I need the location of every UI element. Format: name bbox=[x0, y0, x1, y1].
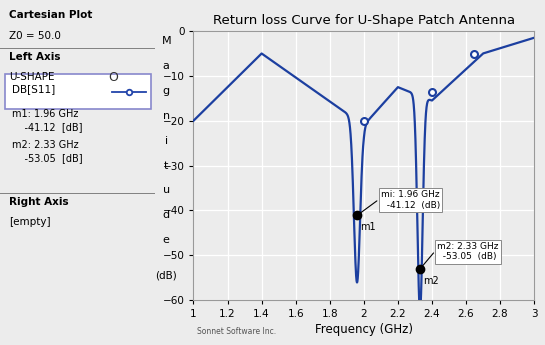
Text: n: n bbox=[162, 111, 170, 121]
Text: u: u bbox=[162, 186, 170, 195]
Text: t: t bbox=[164, 161, 168, 170]
Text: Sonnet Software Inc.: Sonnet Software Inc. bbox=[197, 327, 276, 336]
Text: m2: 2.33 GHz
  -53.05  (dB): m2: 2.33 GHz -53.05 (dB) bbox=[437, 242, 499, 261]
Text: Right Axis: Right Axis bbox=[9, 197, 69, 207]
Text: m2: m2 bbox=[423, 276, 439, 286]
Text: Left Axis: Left Axis bbox=[9, 52, 61, 62]
Text: mi: 1.96 GHz
  -41.12  (dB): mi: 1.96 GHz -41.12 (dB) bbox=[381, 190, 440, 210]
Text: d: d bbox=[162, 210, 170, 220]
Text: -41.12  [dB]: -41.12 [dB] bbox=[13, 122, 83, 132]
Text: [empty]: [empty] bbox=[9, 217, 51, 227]
Text: g: g bbox=[162, 86, 170, 96]
Text: M: M bbox=[161, 37, 171, 46]
Text: -53.05  [dB]: -53.05 [dB] bbox=[13, 154, 83, 164]
Text: U-SHAPE: U-SHAPE bbox=[9, 72, 55, 82]
Text: e: e bbox=[163, 235, 169, 245]
X-axis label: Frequency (GHz): Frequency (GHz) bbox=[315, 323, 413, 336]
Text: a: a bbox=[163, 61, 169, 71]
Text: m1: m1 bbox=[360, 222, 376, 232]
Text: m1: 1.96 GHz: m1: 1.96 GHz bbox=[13, 109, 79, 119]
FancyBboxPatch shape bbox=[5, 74, 150, 109]
Text: Cartesian Plot: Cartesian Plot bbox=[9, 10, 93, 20]
Text: m2: 2.33 GHz: m2: 2.33 GHz bbox=[13, 140, 79, 150]
Text: i: i bbox=[165, 136, 168, 146]
Title: Return loss Curve for U-Shape Patch Antenna: Return loss Curve for U-Shape Patch Ante… bbox=[213, 14, 515, 27]
Text: DB[S11]: DB[S11] bbox=[13, 85, 56, 95]
Text: Z0 = 50.0: Z0 = 50.0 bbox=[9, 31, 61, 41]
Text: O: O bbox=[108, 71, 119, 84]
Text: (dB): (dB) bbox=[155, 271, 177, 281]
